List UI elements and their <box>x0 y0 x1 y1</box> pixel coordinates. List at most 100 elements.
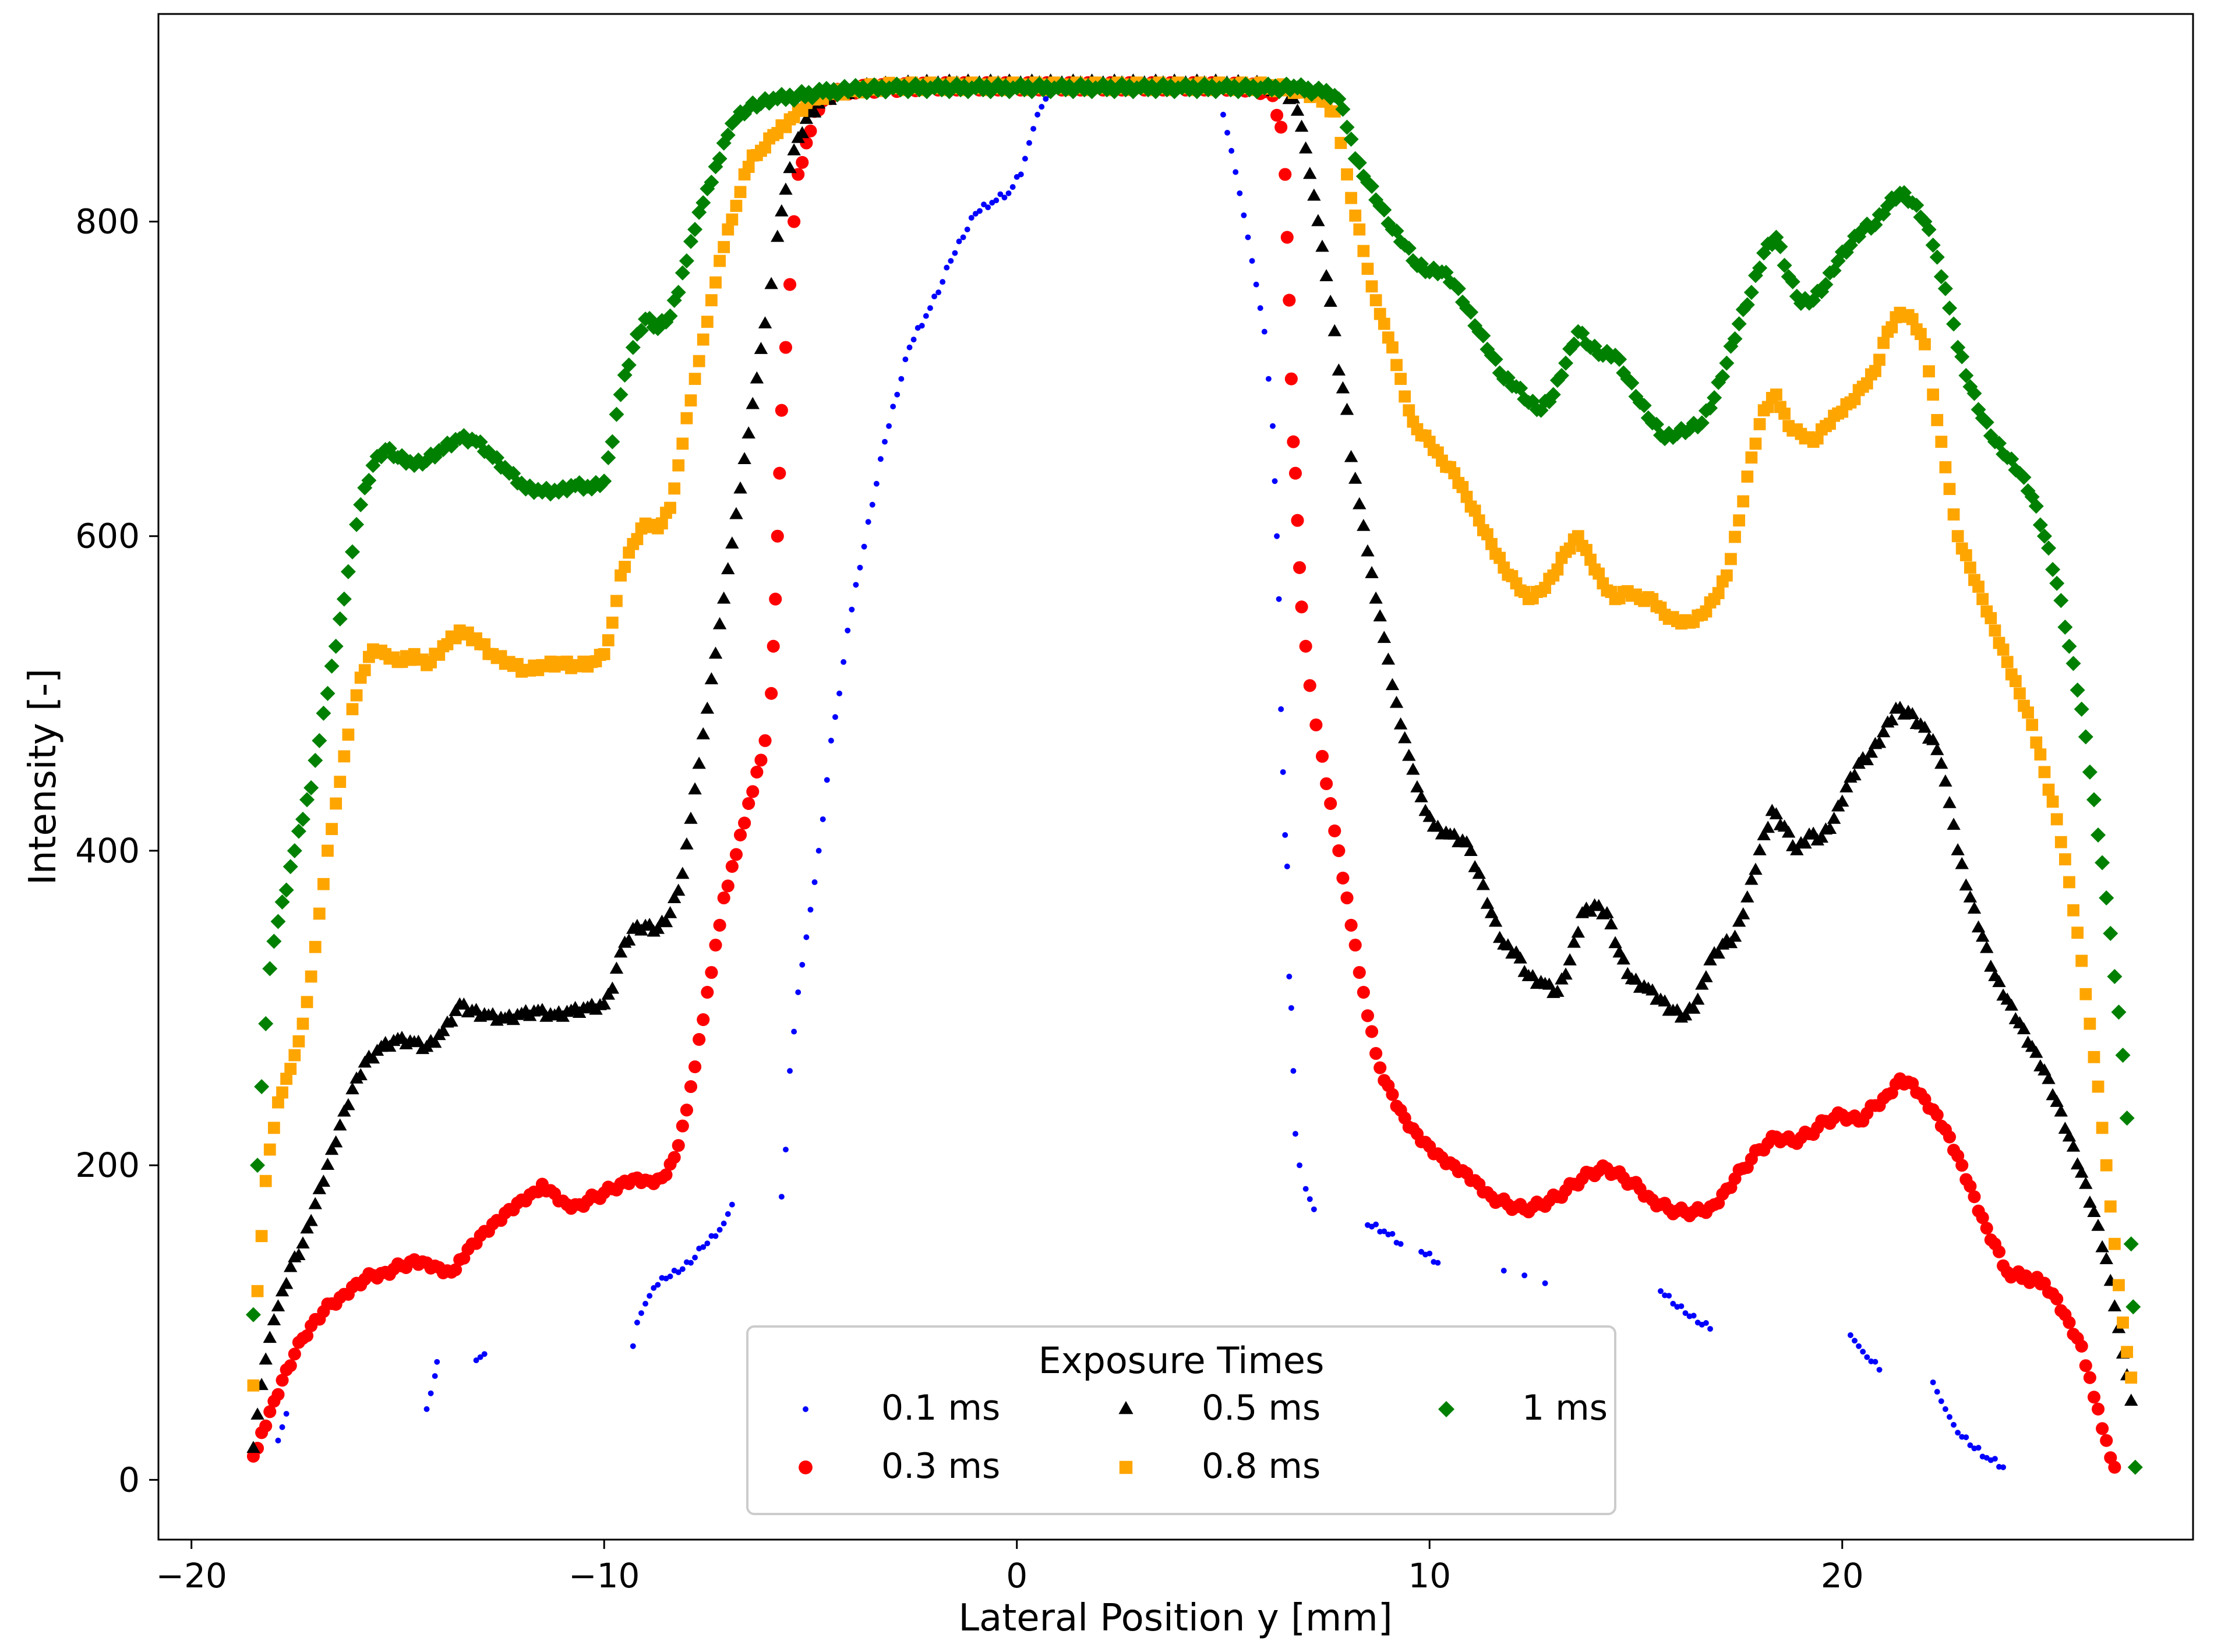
data-point <box>1345 192 1358 204</box>
data-point <box>1397 1241 1404 1247</box>
data-point <box>326 823 338 836</box>
data-point <box>655 1282 661 1288</box>
data-point <box>2030 736 2043 749</box>
data-point <box>2054 1104 2068 1117</box>
data-point <box>1349 209 1362 222</box>
data-point <box>2061 638 2077 654</box>
data-point <box>1827 811 1841 824</box>
data-point <box>2087 1205 2101 1217</box>
data-point <box>729 507 743 519</box>
data-point <box>1860 1349 1866 1355</box>
data-point <box>647 1293 653 1299</box>
data-point <box>742 161 755 173</box>
data-point <box>688 1260 694 1266</box>
data-point <box>1276 596 1282 602</box>
data-point <box>726 213 739 226</box>
data-point <box>613 387 628 402</box>
data-point <box>1353 223 1366 236</box>
data-point <box>873 480 880 487</box>
data-point <box>1435 1260 1441 1266</box>
data-point <box>1959 878 1973 891</box>
data-point <box>1475 328 1491 344</box>
data-point <box>1369 591 1383 604</box>
data-point <box>271 1388 285 1401</box>
data-point <box>1848 768 1862 781</box>
data-point <box>1039 104 1045 110</box>
data-point <box>2014 687 2026 700</box>
data-point <box>746 397 760 409</box>
data-point <box>1001 194 1008 201</box>
data-point <box>304 1214 318 1226</box>
data-point <box>1336 871 1350 885</box>
data-point <box>262 961 278 977</box>
data-point <box>1720 569 1733 582</box>
data-point <box>1860 753 1874 766</box>
data-point <box>1558 355 1574 371</box>
data-point <box>1493 551 1506 564</box>
data-point <box>251 1285 264 1297</box>
data-point <box>2119 1110 2135 1126</box>
data-point <box>1286 974 1293 979</box>
data-point <box>754 754 768 767</box>
data-point <box>2017 1022 2031 1035</box>
data-point <box>1386 1088 1399 1101</box>
data-point <box>2026 719 2039 731</box>
data-point <box>729 848 743 861</box>
data-point <box>662 308 678 324</box>
data-point <box>800 136 813 150</box>
data-point <box>729 1201 735 1208</box>
data-point <box>1740 890 1754 903</box>
data-point <box>1034 111 1041 118</box>
data-point <box>799 111 814 124</box>
data-point <box>423 1406 430 1412</box>
data-point <box>1381 1228 1387 1234</box>
data-point <box>1026 140 1032 146</box>
data-point <box>1485 537 1498 550</box>
data-point <box>2050 1292 2064 1306</box>
data-point <box>1935 436 1948 448</box>
data-point <box>320 1158 335 1170</box>
data-point <box>1572 530 1584 543</box>
data-point <box>481 1351 488 1357</box>
data-point <box>1426 1250 1433 1257</box>
data-point <box>1448 467 1461 480</box>
data-point <box>1629 972 1643 985</box>
data-point <box>902 356 909 363</box>
data-point <box>1563 953 1577 965</box>
legend-label: 0.3 ms <box>881 1446 1000 1487</box>
data-point <box>279 1424 285 1430</box>
data-point <box>2038 766 2051 779</box>
data-point <box>750 765 764 779</box>
data-point <box>2034 748 2047 761</box>
y-axis: 0 200 400 600 800 <box>75 202 158 1499</box>
data-point <box>263 1143 276 1156</box>
data-point <box>605 434 620 450</box>
data-point <box>1997 643 2010 656</box>
data-point <box>804 124 817 138</box>
data-point <box>1951 1421 1957 1428</box>
data-point <box>1353 965 1366 979</box>
data-point <box>2125 1371 2138 1384</box>
data-point <box>291 823 306 839</box>
data-point <box>2104 1200 2117 1213</box>
data-point <box>1975 1445 1982 1451</box>
data-point <box>1332 844 1346 857</box>
data-point <box>258 1016 274 1032</box>
data-point <box>1551 985 1565 997</box>
data-point <box>1753 418 1766 430</box>
data-point <box>299 792 315 808</box>
data-point <box>687 222 703 238</box>
data-point <box>1984 960 1998 972</box>
data-point <box>923 313 929 319</box>
data-point <box>340 564 356 579</box>
data-point <box>2079 1176 2093 1189</box>
data-point <box>667 891 682 904</box>
data-point <box>845 627 851 634</box>
data-point <box>2087 1391 2101 1404</box>
data-point <box>704 175 719 190</box>
data-point <box>2053 593 2069 609</box>
data-point <box>1914 328 1927 340</box>
data-point <box>1414 790 1428 802</box>
data-point <box>1666 1293 1672 1299</box>
data-point <box>1938 774 1952 787</box>
